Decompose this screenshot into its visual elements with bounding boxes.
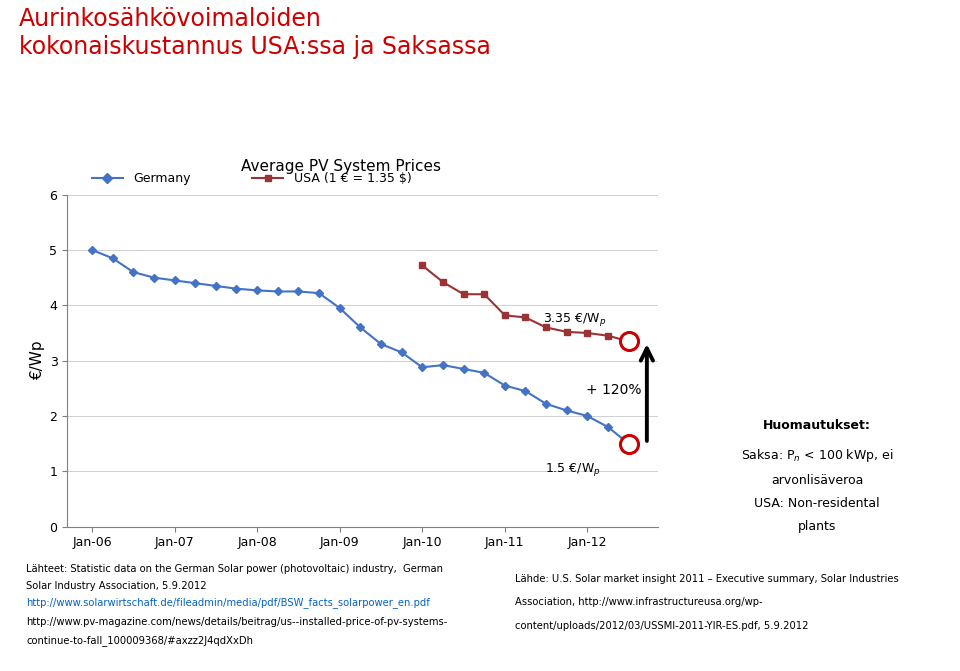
Text: Association, http://www.infrastructureusa.org/wp-: Association, http://www.infrastructureus…	[516, 597, 763, 607]
Text: Lappeenranta University of Technology: Lappeenranta University of Technology	[303, 650, 657, 667]
Text: Average PV System Prices: Average PV System Prices	[241, 160, 441, 174]
Text: 1.5 €/W$_p$: 1.5 €/W$_p$	[545, 460, 601, 478]
Text: Aurinkosähkövoimaloiden
kokonaiskustannus USA:ssa ja Saksassa: Aurinkosähkövoimaloiden kokonaiskustannu…	[19, 7, 492, 60]
Text: USA (1 € = 1.35 $): USA (1 € = 1.35 $)	[294, 172, 412, 185]
Text: http://www.solarwirtschaft.de/fileadmin/media/pdf/BSW_facts_solarpower_en.pdf: http://www.solarwirtschaft.de/fileadmin/…	[26, 597, 430, 608]
Text: Huomautukset:: Huomautukset:	[763, 419, 871, 431]
Text: http://www.pv-magazine.com/news/details/beitrag/us--installed-price-of-pv-system: http://www.pv-magazine.com/news/details/…	[26, 617, 447, 627]
Text: USA: Non-residental: USA: Non-residental	[755, 497, 879, 511]
Text: content/uploads/2012/03/USSMI-2011-YIR-ES.pdf, 5.9.2012: content/uploads/2012/03/USSMI-2011-YIR-E…	[516, 621, 809, 631]
Text: continue-to-fall_100009368/#axzz2J4qdXxDh: continue-to-fall_100009368/#axzz2J4qdXxD…	[26, 635, 253, 646]
Text: 3.35 €/W$_p$: 3.35 €/W$_p$	[542, 311, 606, 328]
Text: plants: plants	[798, 519, 836, 533]
Text: USA:n verkkoon
liittämisen ja
rakentamisen
byrokratia on
Saksaa raskaampi: USA:n verkkoon liittämisen ja rakentamis…	[747, 247, 887, 354]
Text: Solar Industry Association, 5.9.2012: Solar Industry Association, 5.9.2012	[26, 580, 207, 590]
Text: arvonlisäveroa: arvonlisäveroa	[771, 474, 863, 487]
Text: Germany: Germany	[133, 172, 190, 185]
Text: Saksa: P$_n$ < 100 kWp, ei: Saksa: P$_n$ < 100 kWp, ei	[741, 447, 893, 464]
Text: + 120%: + 120%	[586, 382, 641, 397]
Text: Lähde: U.S. Solar market insight 2011 – Executive summary, Solar Industries: Lähde: U.S. Solar market insight 2011 – …	[516, 574, 900, 584]
Text: Lähteet: Statistic data on the German Solar power (photovoltaic) industry,  Germ: Lähteet: Statistic data on the German So…	[26, 564, 444, 574]
Y-axis label: €/Wp: €/Wp	[31, 341, 45, 380]
